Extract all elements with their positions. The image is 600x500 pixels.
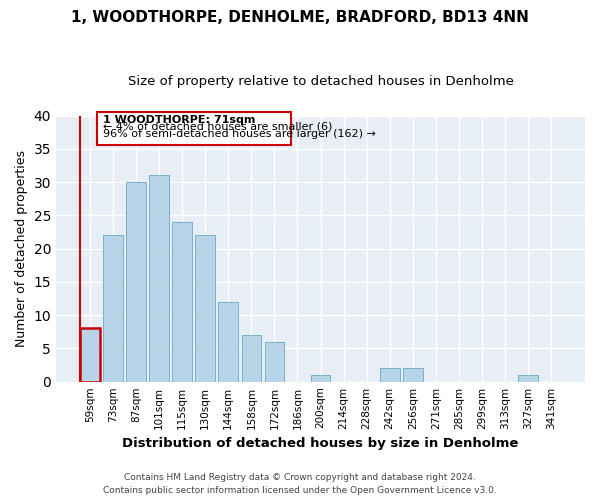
Text: 1, WOODTHORPE, DENHOLME, BRADFORD, BD13 4NN: 1, WOODTHORPE, DENHOLME, BRADFORD, BD13 … bbox=[71, 10, 529, 25]
Bar bbox=[196, 236, 215, 382]
Bar bbox=[403, 368, 422, 382]
Text: Contains HM Land Registry data © Crown copyright and database right 2024.
Contai: Contains HM Land Registry data © Crown c… bbox=[103, 474, 497, 495]
X-axis label: Distribution of detached houses by size in Denholme: Distribution of detached houses by size … bbox=[122, 437, 519, 450]
Bar bbox=[103, 236, 123, 382]
Title: Size of property relative to detached houses in Denholme: Size of property relative to detached ho… bbox=[128, 75, 514, 88]
FancyBboxPatch shape bbox=[97, 112, 290, 146]
Bar bbox=[80, 328, 100, 382]
Bar bbox=[126, 182, 146, 382]
Bar bbox=[218, 302, 238, 382]
Text: ← 4% of detached houses are smaller (6): ← 4% of detached houses are smaller (6) bbox=[103, 122, 332, 132]
Text: 1 WOODTHORPE: 71sqm: 1 WOODTHORPE: 71sqm bbox=[103, 115, 255, 125]
Bar bbox=[380, 368, 400, 382]
Bar bbox=[311, 375, 331, 382]
Bar bbox=[265, 342, 284, 382]
Text: 96% of semi-detached houses are larger (162) →: 96% of semi-detached houses are larger (… bbox=[103, 129, 376, 139]
Bar bbox=[242, 335, 261, 382]
Bar bbox=[172, 222, 192, 382]
Y-axis label: Number of detached properties: Number of detached properties bbox=[15, 150, 28, 347]
Bar bbox=[149, 176, 169, 382]
Bar bbox=[518, 375, 538, 382]
